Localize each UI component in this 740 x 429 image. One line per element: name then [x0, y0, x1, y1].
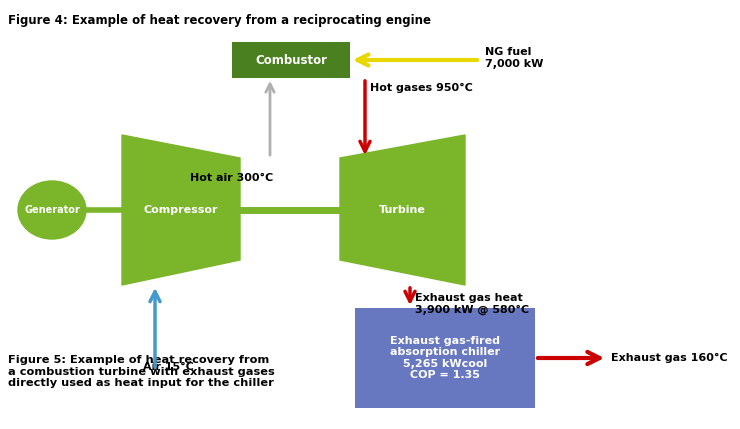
Text: NG fuel
7,000 kW: NG fuel 7,000 kW: [485, 47, 543, 69]
Text: Generator: Generator: [24, 205, 80, 215]
Polygon shape: [340, 135, 465, 285]
Polygon shape: [122, 135, 240, 285]
Text: Turbine: Turbine: [379, 205, 426, 215]
FancyBboxPatch shape: [232, 42, 350, 78]
Text: Hot air 300°C: Hot air 300°C: [190, 173, 273, 183]
Ellipse shape: [18, 181, 86, 239]
Text: Combustor: Combustor: [255, 54, 327, 66]
Text: Exhaust gas-fired
absorption chiller
5,265 kWcool
COP = 1.35: Exhaust gas-fired absorption chiller 5,2…: [390, 335, 500, 381]
Text: Exhaust gas 160°C: Exhaust gas 160°C: [611, 353, 727, 363]
Text: Figure 5: Example of heat recovery from
a combustion turbine with exhaust gases
: Figure 5: Example of heat recovery from …: [8, 355, 275, 388]
Text: Compressor: Compressor: [144, 205, 218, 215]
Text: Air 15°C: Air 15°C: [143, 362, 194, 372]
Text: Exhaust gas heat
3,900 kW @ 580°C: Exhaust gas heat 3,900 kW @ 580°C: [415, 293, 529, 315]
FancyBboxPatch shape: [355, 308, 535, 408]
Text: Hot gases 950°C: Hot gases 950°C: [370, 83, 473, 93]
Text: Figure 4: Example of heat recovery from a reciprocating engine: Figure 4: Example of heat recovery from …: [8, 14, 431, 27]
